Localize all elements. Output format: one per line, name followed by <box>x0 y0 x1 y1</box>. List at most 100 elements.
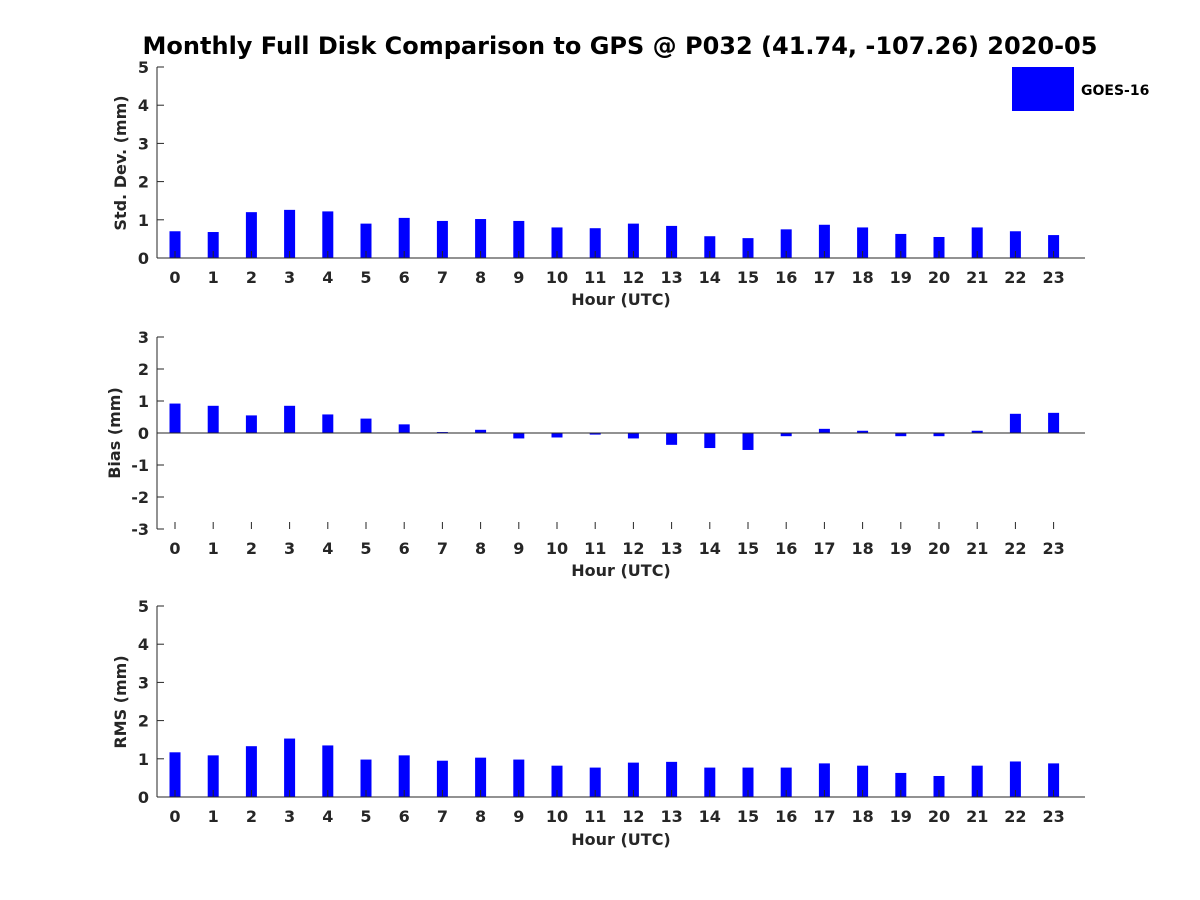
x-tick-label: 5 <box>360 539 371 558</box>
x-tick-label: 3 <box>284 807 295 826</box>
bar-hour-8 <box>475 757 487 797</box>
x-tick-label: 20 <box>928 268 950 287</box>
x-tick-label: 14 <box>699 539 721 558</box>
bar-hour-22 <box>1009 413 1021 433</box>
y-tick-label: 0 <box>138 788 149 807</box>
y-tick-label: 4 <box>138 96 149 115</box>
x-tick-label: 10 <box>546 268 568 287</box>
bar-hour-2 <box>245 415 257 433</box>
x-tick-label: 5 <box>360 268 371 287</box>
bar-hour-3 <box>284 209 296 258</box>
bar-hour-6 <box>398 424 410 433</box>
x-tick-label: 6 <box>399 539 410 558</box>
y-tick-label: -2 <box>131 488 149 507</box>
bar-hour-15 <box>742 433 754 450</box>
bar-hour-20 <box>933 433 945 437</box>
x-tick-label: 8 <box>475 539 486 558</box>
x-tick-label: 0 <box>169 807 180 826</box>
x-tick-label: 3 <box>284 268 295 287</box>
legend-swatch <box>1012 67 1074 111</box>
y-tick-label: 4 <box>138 635 149 654</box>
y-tick-label: 3 <box>138 328 149 347</box>
bar-hour-6 <box>398 217 410 258</box>
bar-hour-9 <box>513 759 525 797</box>
x-tick-label: 18 <box>851 807 873 826</box>
x-tick-label: 5 <box>360 807 371 826</box>
x-tick-label: 7 <box>437 807 448 826</box>
bar-hour-4 <box>322 414 334 433</box>
bar-hour-11 <box>589 767 601 797</box>
bar-hour-16 <box>780 229 792 258</box>
x-tick-label: 7 <box>437 539 448 558</box>
x-tick-label: 21 <box>966 539 988 558</box>
x-tick-label: 13 <box>660 807 682 826</box>
bar-hour-20 <box>933 775 945 797</box>
bar-hour-19 <box>895 233 907 258</box>
y-tick-label: -3 <box>131 520 149 539</box>
x-tick-label: 8 <box>475 807 486 826</box>
bar-hour-10 <box>551 433 563 438</box>
y-tick-label: 2 <box>138 360 149 379</box>
bar-hour-18 <box>857 765 869 797</box>
x-axis-label: Hour (UTC) <box>571 561 671 580</box>
bar-hour-12 <box>627 223 639 258</box>
x-tick-label: 23 <box>1042 807 1064 826</box>
chart-title: Monthly Full Disk Comparison to GPS @ P0… <box>143 32 1098 60</box>
bar-hour-19 <box>895 433 907 437</box>
bar-hour-15 <box>742 238 754 258</box>
y-tick-label: 0 <box>138 424 149 443</box>
bar-hour-21 <box>971 430 983 433</box>
x-tick-label: 22 <box>1004 539 1026 558</box>
x-tick-label: 3 <box>284 539 295 558</box>
bar-hour-16 <box>780 433 792 437</box>
bar-hour-22 <box>1009 231 1021 258</box>
y-tick-label: 2 <box>138 173 149 192</box>
bar-hour-0 <box>169 231 181 258</box>
x-tick-label: 14 <box>699 268 721 287</box>
bar-hour-11 <box>589 228 601 258</box>
x-tick-label: 13 <box>660 268 682 287</box>
bar-hour-23 <box>1048 412 1060 433</box>
x-tick-label: 17 <box>813 539 835 558</box>
bar-hour-23 <box>1048 763 1060 797</box>
y-tick-label: 1 <box>138 392 149 411</box>
bar-hour-14 <box>704 433 716 449</box>
bar-hour-12 <box>627 762 639 797</box>
bar-hour-0 <box>169 403 181 433</box>
y-tick-label: 2 <box>138 712 149 731</box>
x-tick-label: 17 <box>813 268 835 287</box>
bar-hour-13 <box>666 225 678 258</box>
x-tick-label: 1 <box>208 539 219 558</box>
bar-hour-18 <box>857 227 869 258</box>
bar-hour-5 <box>360 223 372 258</box>
y-tick-label: 1 <box>138 211 149 230</box>
x-axis-label: Hour (UTC) <box>571 830 671 849</box>
bar-hour-1 <box>207 755 219 797</box>
y-tick-label: 5 <box>138 597 149 616</box>
x-tick-label: 6 <box>399 807 410 826</box>
y-axis-label: Std. Dev. (mm) <box>111 95 130 230</box>
bar-hour-10 <box>551 227 563 258</box>
x-tick-label: 14 <box>699 807 721 826</box>
x-tick-label: 10 <box>546 539 568 558</box>
x-tick-label: 20 <box>928 807 950 826</box>
x-tick-label: 16 <box>775 807 797 826</box>
bar-hour-14 <box>704 236 716 258</box>
x-tick-label: 19 <box>890 539 912 558</box>
x-tick-label: 2 <box>246 268 257 287</box>
y-tick-label: 1 <box>138 750 149 769</box>
x-tick-label: 15 <box>737 539 759 558</box>
x-tick-label: 1 <box>208 807 219 826</box>
bar-hour-9 <box>513 220 525 258</box>
bar-hour-13 <box>666 761 678 797</box>
bar-hour-8 <box>475 219 487 258</box>
bar-hour-3 <box>284 405 296 433</box>
bar-hour-2 <box>245 746 257 797</box>
bar-hour-10 <box>551 765 563 797</box>
x-tick-label: 22 <box>1004 807 1026 826</box>
x-tick-label: 21 <box>966 807 988 826</box>
x-tick-label: 11 <box>584 268 606 287</box>
